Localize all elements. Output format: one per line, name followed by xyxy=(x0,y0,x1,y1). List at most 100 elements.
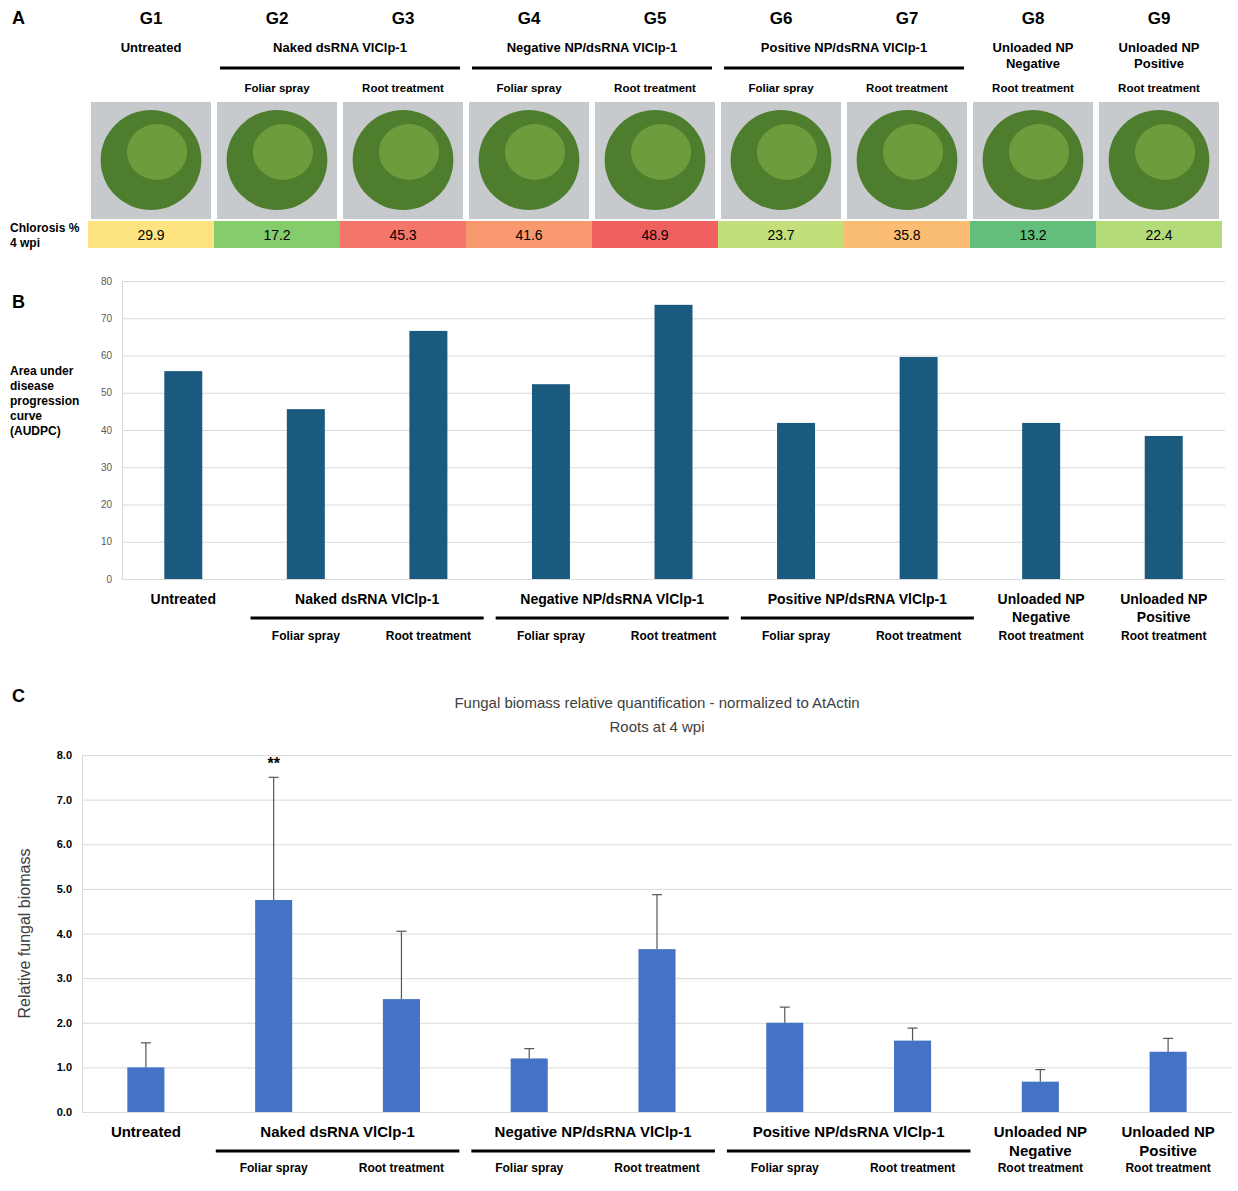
chlorosis-cell xyxy=(340,221,466,248)
plant-photo xyxy=(469,102,589,219)
plant-photo-rosette xyxy=(353,110,454,210)
group-label: Unloaded NPNegative xyxy=(993,40,1074,71)
bar xyxy=(766,1023,803,1112)
y-tick-label: 10 xyxy=(101,536,113,547)
x-tick: Root treatment xyxy=(1118,82,1200,94)
group-label: Untreated xyxy=(121,40,182,55)
plant-photo-rosette xyxy=(253,124,313,180)
bar xyxy=(894,1041,931,1112)
x-tick-label: Root treatment xyxy=(998,629,1083,643)
error-bar-cap xyxy=(908,1028,918,1029)
x-tick-label: Root treatment xyxy=(992,82,1074,94)
x-tick: Root treatment xyxy=(998,629,1083,643)
bar xyxy=(1145,436,1183,579)
y-tick-label: 30 xyxy=(101,462,113,473)
error-bar xyxy=(269,777,279,900)
group-label: Negative NP/dsRNA VlClp-1 xyxy=(507,40,678,55)
plant-photo-rosette xyxy=(631,124,691,180)
x-tick-label: Foliar spray xyxy=(517,629,585,643)
error-bar-cap xyxy=(780,1007,790,1008)
plant-photo-rosette xyxy=(757,124,817,180)
group-underline xyxy=(496,617,729,620)
group-label: Positive NP/dsRNA VlClp-1 xyxy=(753,1123,945,1140)
grid-line xyxy=(122,579,1225,580)
x-tick-label: Foliar spray xyxy=(496,82,562,94)
chlorosis-value: 23.7 xyxy=(767,227,794,243)
x-tick: Root treatment xyxy=(1121,629,1206,643)
y-tick: 5.0 xyxy=(57,883,1232,895)
y-tick-label: 0 xyxy=(106,574,112,585)
y-tick-label: 1.0 xyxy=(57,1061,72,1073)
group-code: G3 xyxy=(392,9,415,28)
chlorosis-cell xyxy=(214,221,340,248)
error-bar-stem xyxy=(1040,1070,1041,1082)
error-bar xyxy=(141,1043,151,1068)
x-tick: Root treatment xyxy=(1125,1161,1210,1175)
grid-line xyxy=(82,755,1232,756)
text-line: Untreated xyxy=(121,40,182,55)
grid-line xyxy=(82,844,1232,845)
group-label: Positive NP/dsRNA VlClp-1 xyxy=(768,591,947,607)
group-label: Unloaded NPNegative xyxy=(998,591,1085,625)
error-bar-stem xyxy=(912,1028,913,1040)
text-line: (AUDPC) xyxy=(10,424,61,438)
error-bar-cap xyxy=(1035,1069,1045,1070)
x-tick: Root treatment xyxy=(362,82,444,94)
grid-line xyxy=(82,800,1232,801)
x-tick-label: Root treatment xyxy=(614,82,696,94)
y-tick-label: 8.0 xyxy=(57,749,72,761)
y-tick: 8.0 xyxy=(57,749,1232,761)
x-tick: Foliar spray xyxy=(748,82,814,94)
group-underline xyxy=(727,1150,971,1153)
chlorosis-cell xyxy=(718,221,844,248)
x-tick-label: Root treatment xyxy=(359,1161,444,1175)
panel-b: 01020304050607080Area underdiseaseprogre… xyxy=(10,276,1226,643)
plant-photo-rosette xyxy=(731,110,832,210)
plant-photo xyxy=(343,102,463,219)
x-tick: Foliar spray xyxy=(496,82,562,94)
chlorosis-value: 29.9 xyxy=(137,227,164,243)
grid-line xyxy=(82,889,1232,890)
chlorosis-value: 22.4 xyxy=(1145,227,1172,243)
group-code: G5 xyxy=(644,9,667,28)
y-axis: 0.01.02.03.04.05.06.07.08.0 xyxy=(57,749,1232,1118)
y-tick-label: 50 xyxy=(101,387,113,398)
text-line: Positive xyxy=(1134,56,1184,71)
chart-subtitle: Roots at 4 wpi xyxy=(609,718,704,735)
x-axis: Foliar sprayRoot treatmentFoliar sprayRo… xyxy=(83,1161,1233,1175)
text-line: progression xyxy=(10,394,79,408)
chart-title: Fungal biomass relative quantification -… xyxy=(454,694,859,711)
y-tick: 80 xyxy=(101,276,1225,287)
group-code: G7 xyxy=(896,9,919,28)
plant-photo-rosette xyxy=(883,124,943,180)
chlorosis-value: 13.2 xyxy=(1019,227,1046,243)
error-bar-cap xyxy=(269,777,279,778)
x-tick: Root treatment xyxy=(866,82,948,94)
text-line: Unloaded NP xyxy=(1120,591,1207,607)
bar xyxy=(287,409,325,579)
error-bar-stem xyxy=(529,1049,530,1059)
group-label: Untreated xyxy=(111,1123,181,1140)
grid-line xyxy=(82,1112,1232,1113)
plot-area xyxy=(164,305,1182,579)
text-line: Naked dsRNA VlClp-1 xyxy=(295,591,439,607)
text-line: Naked dsRNA VlClp-1 xyxy=(260,1123,414,1140)
x-tick-label: Foliar spray xyxy=(244,82,310,94)
x-tick: Root treatment xyxy=(998,1161,1083,1175)
text-line: Negative NP/dsRNA VlClp-1 xyxy=(507,40,678,55)
group-code: G9 xyxy=(1148,9,1171,28)
text-line: Negative xyxy=(1006,56,1060,71)
bar xyxy=(532,384,570,579)
text-line: Unloaded NP xyxy=(993,40,1074,55)
group-code: G4 xyxy=(518,9,541,28)
group-code: G2 xyxy=(266,9,289,28)
text-line: Positive NP/dsRNA VlClp-1 xyxy=(768,591,947,607)
plant-photo-rosette xyxy=(1009,124,1069,180)
y-tick-label: 70 xyxy=(101,313,113,324)
text-line: Negative NP/dsRNA VlClp-1 xyxy=(495,1123,692,1140)
text-line: Negative NP/dsRNA VlClp-1 xyxy=(520,591,704,607)
x-tick: Root treatment xyxy=(614,82,696,94)
chlorosis-value: 35.8 xyxy=(893,227,920,243)
error-bar-stem xyxy=(1168,1038,1169,1051)
text-line: Unloaded NP xyxy=(1119,40,1200,55)
